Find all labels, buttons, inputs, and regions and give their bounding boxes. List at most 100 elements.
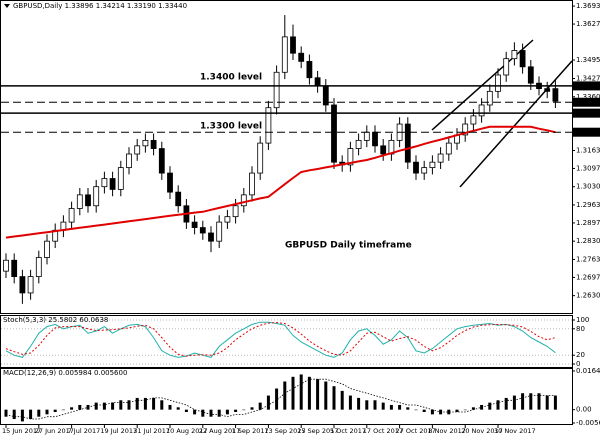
macd-bar	[242, 409, 246, 411]
macd-bar	[447, 409, 451, 415]
y-tick-label: 0.00	[576, 406, 592, 414]
level-label: 1.33000	[575, 109, 600, 117]
candle-body	[85, 194, 91, 207]
y-tick-label: 1.36270	[576, 20, 600, 28]
x-tick-label: 10 Aug 2017	[166, 427, 208, 435]
y-tick-label: 0.016477	[576, 367, 600, 375]
macd-bar	[504, 397, 508, 410]
macd-bar	[430, 409, 434, 415]
candle-body	[355, 139, 362, 149]
macd-bar	[529, 393, 533, 410]
level-label: 1.32300	[575, 128, 600, 136]
macd-bar	[471, 407, 475, 410]
x-tick-label: 17 Oct 2017	[363, 427, 403, 435]
macd-bar	[20, 409, 24, 422]
macd-bar	[225, 409, 229, 415]
y-tick-label: 1.28300	[576, 237, 600, 245]
macd-bar	[291, 376, 295, 410]
candle-body	[281, 36, 288, 73]
candle-body	[101, 178, 108, 188]
candle-body	[495, 74, 501, 92]
y-tick-label: 1.30300	[576, 183, 600, 191]
annotation: GBPUSD Daily timeframe	[285, 241, 412, 251]
macd-bar	[119, 400, 123, 410]
macd-bar	[357, 397, 361, 410]
macd-bar	[111, 402, 115, 410]
macd-bar	[168, 404, 172, 410]
macd-bar	[332, 386, 336, 410]
macd-bar	[414, 409, 418, 411]
x-tick-label: 31 Jul 2017	[133, 427, 170, 435]
candle-body	[552, 88, 559, 102]
macd-bar	[160, 400, 164, 410]
candle-body	[314, 77, 321, 87]
x-tick-label: 25 Sep 2017	[297, 427, 338, 435]
macd-bar	[316, 379, 320, 410]
level-label: 1.34000	[575, 82, 600, 90]
macd-bar	[537, 393, 541, 410]
candle-body	[240, 194, 247, 207]
x-tick-label: 19 Jul 2017	[100, 427, 137, 435]
candle-body	[199, 227, 206, 234]
macd-bar	[455, 409, 459, 413]
candle-body	[437, 153, 444, 163]
candle-body	[249, 172, 255, 196]
macd-bar	[258, 402, 262, 410]
candle-body	[93, 186, 100, 207]
y-tick-label: 100	[576, 316, 589, 324]
candle-body	[503, 58, 510, 76]
candle-body	[68, 208, 75, 223]
macd-bar	[398, 404, 402, 410]
x-tick-label: 13 Sep 2017	[264, 427, 305, 435]
y-tick-label: 1.26970	[576, 273, 600, 281]
y-tick-label: 1.28970	[576, 219, 600, 227]
candle-body	[117, 167, 124, 190]
macd-bar	[234, 409, 238, 413]
candle-body	[298, 52, 305, 62]
macd-panel	[0, 368, 573, 425]
stoch-label: Stoch(5,3,3) 25.5802 60.0638	[3, 316, 108, 324]
x-tick-label: 5 Oct 2017	[330, 427, 366, 435]
candle-body	[134, 145, 141, 155]
x-tick-label: 7 Jul 2017	[68, 427, 101, 435]
macd-bar	[184, 409, 188, 413]
candle-body	[445, 142, 452, 155]
macd-bar	[143, 397, 147, 410]
macd-bar	[373, 400, 377, 410]
x-tick-label: 22 Aug 2017	[199, 427, 241, 435]
y-tick-label: 1.29630	[576, 201, 600, 209]
candle-body	[331, 104, 337, 163]
y-tick-label: 1.27630	[576, 255, 600, 263]
annotation: 1.3300 level	[200, 122, 262, 132]
macd-bar	[365, 400, 369, 410]
level-label-box	[573, 127, 600, 137]
macd-signal	[5, 378, 556, 420]
level-label-box	[573, 97, 600, 107]
candle-body	[462, 123, 469, 136]
macd-bar	[324, 381, 328, 410]
candle-body	[372, 131, 378, 147]
candle-body	[404, 123, 411, 163]
x-tick-label: 30 Nov 2017	[494, 427, 536, 435]
macd-bar	[37, 409, 41, 417]
candle-body	[527, 66, 534, 84]
candle-body	[76, 194, 83, 209]
candle-body	[413, 161, 419, 174]
candle-body	[35, 257, 42, 277]
y-tick-label: 1.34950	[576, 56, 600, 64]
candle-body	[265, 107, 272, 144]
macd-bar	[4, 409, 8, 417]
macd-bar	[152, 397, 156, 410]
macd-bar	[209, 409, 213, 417]
macd-bar	[266, 395, 270, 410]
macd-bar	[381, 402, 385, 410]
macd-bar	[61, 409, 65, 411]
stoch-panel	[0, 315, 573, 368]
candle-body	[167, 172, 173, 193]
y-tick-label: -0.005686	[576, 419, 600, 427]
candle-body	[109, 178, 116, 190]
channel-lower	[459, 60, 573, 188]
candle-body	[519, 50, 526, 68]
x-tick-label: 1 Sep 2017	[232, 427, 269, 435]
candle-body	[216, 221, 223, 242]
